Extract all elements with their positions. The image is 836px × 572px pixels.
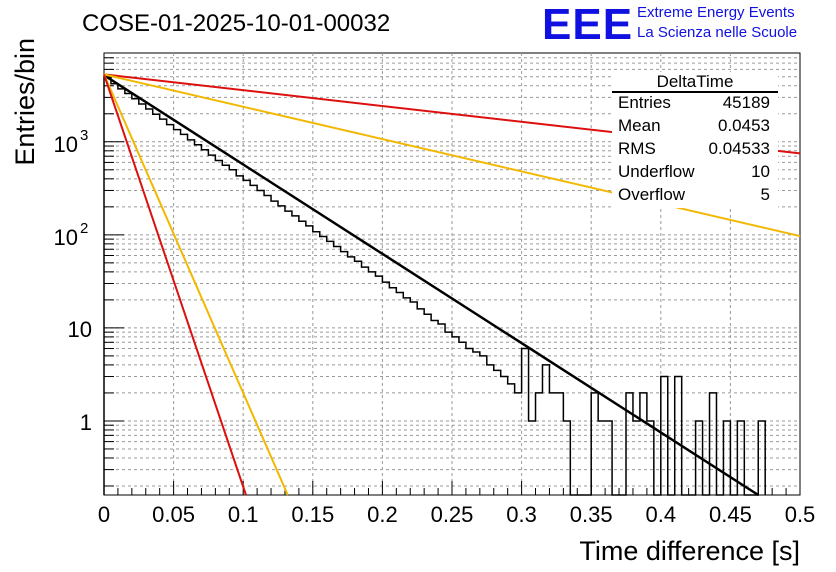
fit-curve [103,73,289,496]
y-tick-label: 10 [54,132,78,157]
stats-divider [612,91,778,93]
stats-value: 45189 [722,93,770,112]
stats-label: Underflow [618,162,695,181]
y-tick-exponent: 3 [80,127,88,144]
stats-row-underflow: Underflow 10 [618,162,770,182]
x-tick-label: 0 [98,502,110,527]
axis-ticks [103,57,801,495]
stats-label: Mean [618,116,661,135]
stats-value: 10 [751,162,770,181]
x-tick-label: 0.2 [367,502,398,527]
fit-curve [103,74,759,497]
project-subtitle: La Scienza nelle Scuole [637,24,798,41]
y-tick-label: 10 [54,225,78,250]
histogram-outline [103,76,766,496]
stats-row-overflow: Overflow 5 [618,185,770,205]
stats-value: 0.0453 [718,116,770,135]
stats-label: RMS [618,139,656,158]
y-tick-label: 1 [80,410,92,435]
run-title: COSE-01-2025-10-01-00032 [82,10,391,37]
stats-row-mean: Mean 0.0453 [618,116,770,136]
stats-value: 5 [760,185,770,204]
y-tick-exponent: 2 [80,220,88,237]
x-tick-label: 0.4 [646,502,677,527]
stats-label: Overflow [618,185,686,204]
x-tick-label: 0.3 [506,502,537,527]
stats-value: 0.04533 [708,139,770,158]
x-axis-label: Time difference [s] [579,536,800,566]
y-tick-label: 10 [68,317,92,342]
x-tick-label: 0.45 [709,502,752,527]
stats-row-entries: Entries 45189 [618,93,770,113]
fit-curves [103,73,801,497]
stats-label: Entries [618,93,671,112]
project-name: Extreme Energy Events [637,4,795,21]
stats-row-rms: RMS 0.04533 [618,139,770,159]
y-axis-label: Entries/bin [10,38,40,166]
tick-labels: 0 0.05 0.1 0.15 0.2 0.25 0.3 0.35 0.4 0.45 0.5 1 10 1… [54,127,816,527]
eee-logo: EEE [542,0,634,49]
fit-curve [103,74,247,496]
x-tick-label: 0.5 [785,502,816,527]
fit-curve [103,73,801,238]
x-tick-label: 0.15 [291,502,334,527]
stats-title: DeltaTime [656,72,734,91]
x-tick-label: 0.35 [570,502,613,527]
x-tick-label: 0.25 [431,502,474,527]
x-tick-label: 0.05 [152,502,195,527]
histogram-bars [103,76,766,496]
stats-box: DeltaTime Entries 45189 Mean 0.0453 RMS … [612,72,778,208]
x-tick-label: 0.1 [228,502,259,527]
